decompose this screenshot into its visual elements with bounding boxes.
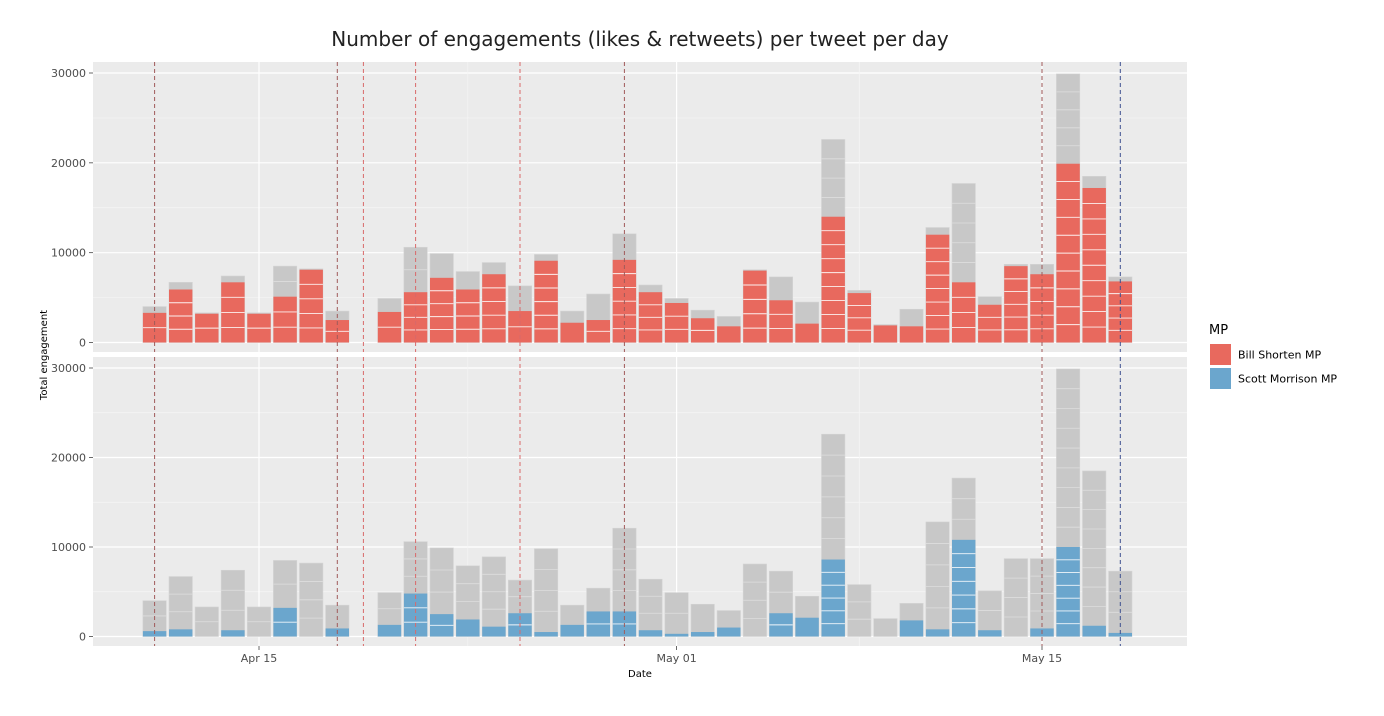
series-bar <box>769 300 793 343</box>
series-bar <box>664 633 689 637</box>
total-bar <box>847 584 872 637</box>
total-bar <box>925 521 950 637</box>
x-tick-label: May 01 <box>656 652 696 665</box>
series-bar <box>899 326 924 343</box>
x-axis: Apr 15 May 01 May 15 <box>241 646 1062 665</box>
series-bar <box>743 270 767 343</box>
series-bar <box>1108 632 1132 637</box>
y-tick-label: 20000 <box>51 157 86 170</box>
series-bar <box>299 269 323 343</box>
legend-label: Bill Shorten MP <box>1238 349 1321 362</box>
series-bar <box>717 627 741 637</box>
series-bar <box>952 539 976 637</box>
total-bar <box>220 569 245 637</box>
panel-bill-shorten: 0 10000 20000 30000 <box>51 62 1187 352</box>
legend-swatch <box>1210 368 1231 389</box>
series-bar <box>664 302 689 343</box>
x-tick-label: Apr 15 <box>241 652 278 665</box>
series-bar <box>978 304 1002 343</box>
series-bar <box>795 323 819 343</box>
legend-title: MP <box>1209 323 1228 338</box>
series-bar <box>1056 547 1080 637</box>
series-bar <box>1108 281 1132 343</box>
series-bar <box>221 630 245 637</box>
series-bar <box>560 624 584 637</box>
x-tick-label: May 15 <box>1022 652 1062 665</box>
total-bar <box>481 556 506 637</box>
chart-title: Number of engagements (likes & retweets)… <box>331 27 949 51</box>
series-bar <box>482 626 506 637</box>
series-bar <box>795 617 819 637</box>
total-bar <box>1082 470 1107 637</box>
series-bar <box>1082 625 1106 637</box>
series-bar <box>430 277 454 343</box>
y-tick-label: 30000 <box>51 67 86 80</box>
total-bar <box>638 578 663 637</box>
series-bar <box>691 632 715 637</box>
series-bar <box>821 216 845 343</box>
series-bar <box>638 630 663 637</box>
series-bar <box>456 619 480 637</box>
legend-swatch <box>1210 344 1231 365</box>
series-bar <box>873 325 898 343</box>
series-bar <box>978 630 1002 637</box>
series-bar <box>377 624 402 637</box>
series-bar <box>925 629 950 637</box>
y-tick-label: 10000 <box>51 541 86 554</box>
series-bar <box>560 322 584 343</box>
total-bar <box>534 548 559 637</box>
y-tick-label: 20000 <box>51 452 86 465</box>
y-tick-label: 10000 <box>51 247 86 260</box>
total-bar <box>977 590 1002 637</box>
legend-label: Scott Morrison MP <box>1238 373 1337 386</box>
series-bar <box>534 632 558 637</box>
y-axis-label: Total engagement <box>39 310 50 401</box>
series-bar <box>273 296 297 343</box>
y-tick-label: 0 <box>79 631 86 644</box>
panel-scott-morrison: 0 10000 20000 30000 <box>51 357 1187 646</box>
total-bar <box>664 592 689 637</box>
y-tick-label: 0 <box>79 337 86 350</box>
series-bar <box>899 620 924 637</box>
series-bar <box>403 593 428 637</box>
series-bar <box>482 274 506 343</box>
total-bar <box>690 603 715 637</box>
total-bar <box>168 576 193 637</box>
series-bar <box>169 629 193 637</box>
total-bar <box>873 618 898 637</box>
x-axis-label: Date <box>628 669 652 680</box>
series-bar <box>717 326 741 343</box>
y-tick-label: 30000 <box>51 362 86 375</box>
legend: MP Bill Shorten MP Scott Morrison MP <box>1209 323 1337 389</box>
